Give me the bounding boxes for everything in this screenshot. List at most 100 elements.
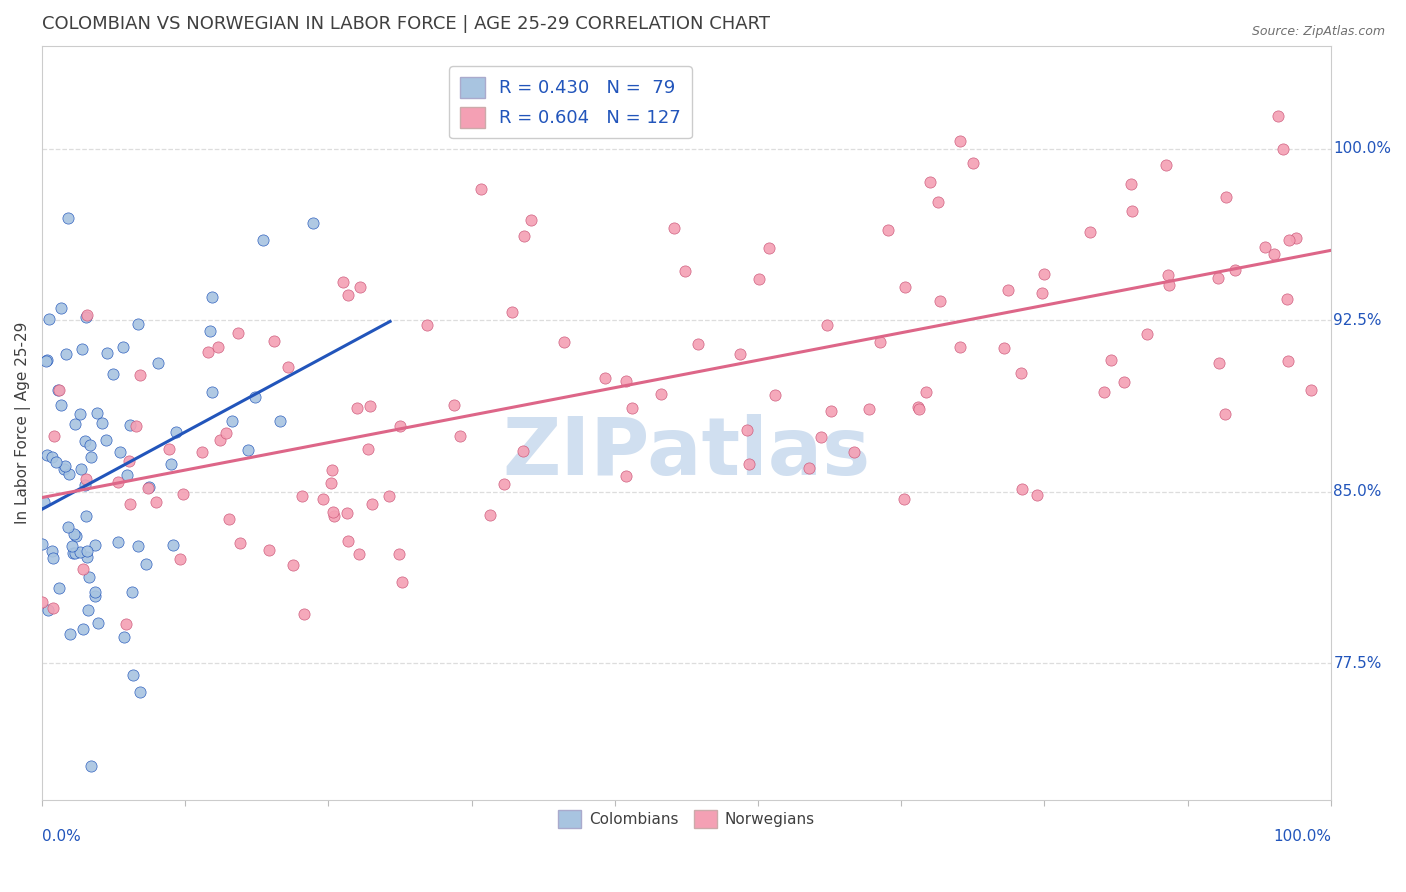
Point [160, 457, 183, 471]
Point [927, 194, 949, 209]
Point [165, 425, 187, 439]
Point [513, 229, 536, 244]
Point [737, 457, 759, 471]
Point [1114, 375, 1136, 389]
Point [1010, 366, 1032, 380]
Point [243, 390, 266, 404]
Point [1225, 262, 1247, 277]
Point [301, 216, 323, 230]
Point [107, 475, 129, 489]
Legend: Colombians, Norwegians: Colombians, Norwegians [553, 805, 821, 834]
Point [842, 444, 865, 458]
Point [595, 371, 617, 385]
Point [443, 398, 465, 412]
Point [70, 462, 93, 476]
Point [1208, 356, 1230, 370]
Point [810, 430, 832, 444]
Point [357, 442, 380, 457]
Point [1278, 233, 1301, 247]
Point [799, 460, 821, 475]
Point [94, 433, 117, 447]
Point [37, 353, 59, 368]
Point [86, 406, 108, 420]
Point [44, 428, 66, 442]
Point [197, 345, 219, 359]
Point [53, 462, 76, 476]
Point [31, 595, 53, 609]
Point [172, 486, 194, 500]
Point [492, 477, 515, 491]
Point [877, 223, 900, 237]
Point [96, 346, 118, 360]
Point [76, 544, 98, 558]
Point [378, 489, 401, 503]
Point [673, 264, 696, 278]
Point [48, 383, 70, 397]
Point [281, 558, 304, 572]
Point [1301, 383, 1323, 397]
Point [38, 312, 60, 326]
Point [201, 290, 224, 304]
Point [1156, 158, 1178, 172]
Point [1275, 292, 1298, 306]
Point [198, 325, 221, 339]
Point [58, 211, 80, 226]
Point [815, 318, 838, 332]
Point [69, 545, 91, 559]
Point [125, 418, 148, 433]
Point [1263, 247, 1285, 261]
Point [135, 558, 157, 572]
Point [83, 590, 105, 604]
Point [277, 359, 299, 374]
Point [915, 385, 938, 400]
Point [76, 550, 98, 565]
Point [118, 497, 141, 511]
Point [1272, 142, 1295, 156]
Point [72, 622, 94, 636]
Point [1215, 190, 1237, 204]
Point [312, 492, 335, 507]
Point [359, 399, 381, 413]
Point [918, 175, 941, 189]
Point [191, 445, 214, 459]
Text: 100.0%: 100.0% [1272, 829, 1331, 844]
Point [162, 538, 184, 552]
Point [45, 455, 67, 469]
Point [35, 354, 58, 368]
Point [1119, 177, 1142, 191]
Point [118, 454, 141, 468]
Point [391, 574, 413, 589]
Point [1026, 488, 1049, 502]
Point [41, 543, 63, 558]
Point [337, 533, 360, 548]
Point [59, 627, 82, 641]
Point [31, 537, 53, 551]
Point [35, 448, 58, 462]
Point [323, 508, 346, 523]
Point [894, 279, 917, 293]
Point [650, 386, 672, 401]
Point [221, 414, 243, 428]
Point [145, 495, 167, 509]
Point [115, 468, 138, 483]
Point [1083, 24, 1105, 38]
Point [107, 535, 129, 549]
Point [616, 469, 638, 483]
Point [37, 603, 59, 617]
Point [75, 508, 97, 523]
Point [907, 401, 929, 416]
Point [138, 480, 160, 494]
Point [337, 287, 360, 301]
Point [1099, 352, 1122, 367]
Point [80, 758, 103, 772]
Point [91, 417, 114, 431]
Point [136, 482, 159, 496]
Point [501, 304, 523, 318]
Point [80, 450, 103, 464]
Point [321, 463, 343, 477]
Point [294, 607, 316, 621]
Point [112, 630, 135, 644]
Point [1206, 271, 1229, 285]
Text: 92.5%: 92.5% [1333, 312, 1382, 327]
Text: Source: ZipAtlas.com: Source: ZipAtlas.com [1251, 25, 1385, 38]
